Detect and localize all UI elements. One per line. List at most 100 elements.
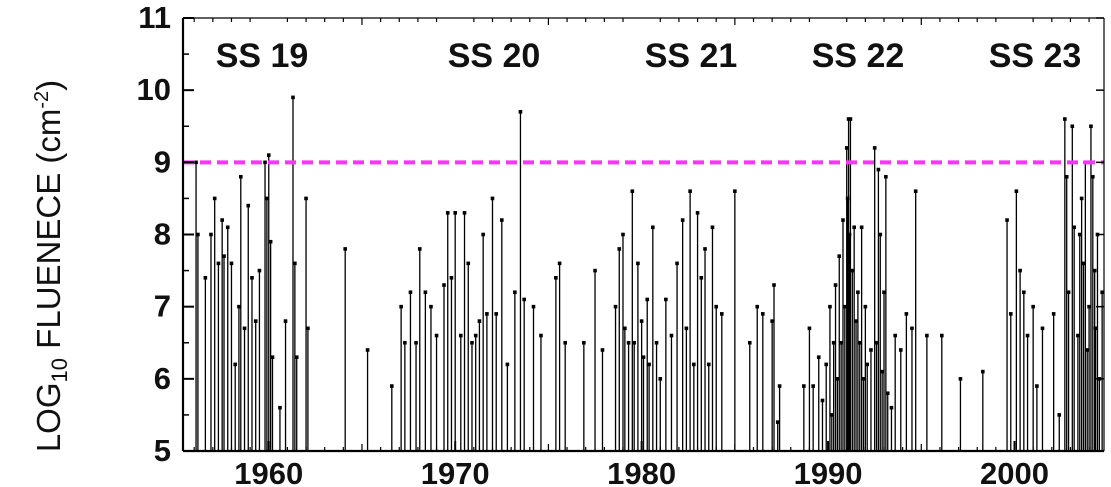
event-marker (563, 340, 567, 345)
event-marker (343, 247, 348, 251)
event-marker (531, 304, 536, 309)
event-marker (557, 261, 562, 266)
event-marker (539, 333, 543, 338)
event-marker (843, 304, 847, 309)
event-marker (714, 304, 719, 309)
y-tick-label: 11 (138, 0, 171, 35)
event-marker (1085, 348, 1090, 352)
event-marker (500, 218, 504, 222)
y-axis-title-sub: 10 (47, 358, 72, 382)
event-marker (417, 247, 422, 251)
x-tick-label: 1990 (794, 456, 863, 487)
event-marker (263, 160, 267, 165)
event-marker (494, 312, 499, 316)
event-marker (554, 276, 558, 280)
event-marker (246, 203, 251, 208)
event-marker (434, 333, 439, 338)
event-marker (876, 167, 881, 172)
event-marker (1051, 312, 1056, 316)
event-marker (613, 304, 618, 309)
event-marker (513, 290, 517, 295)
event-marker (856, 290, 860, 295)
x-tick-label: 1980 (607, 456, 676, 487)
x-tick-label: 1960 (234, 456, 303, 487)
cycle-label: SS 19 (216, 37, 309, 75)
event-marker (1076, 333, 1080, 338)
event-marker (910, 326, 914, 331)
event-marker (872, 146, 877, 150)
event-marker (775, 420, 780, 424)
event-marker (636, 261, 640, 266)
event-marker (270, 355, 275, 359)
event-marker (1025, 333, 1030, 338)
y-axis-title: LOG10 FLUENECE (cm-2) (30, 80, 72, 452)
event-marker (623, 326, 627, 331)
event-marker (229, 261, 234, 266)
y-tick-label: 6 (154, 361, 171, 396)
event-marker (593, 268, 597, 273)
event-marker (390, 384, 394, 388)
event-marker (522, 297, 526, 302)
event-marker (802, 384, 806, 388)
event-marker (1087, 304, 1091, 309)
event-marker (981, 369, 985, 374)
y-axis-title-exp: -2 (31, 91, 53, 109)
event-marker (458, 333, 463, 338)
event-marker (414, 340, 418, 345)
event-marker (242, 326, 247, 331)
event-marker (225, 225, 230, 230)
event-marker (889, 405, 894, 410)
event-marker (250, 276, 254, 280)
event-marker (1005, 218, 1009, 222)
event-marker (688, 189, 692, 193)
event-marker (824, 362, 829, 367)
y-tick-label: 10 (137, 72, 171, 107)
event-marker (850, 268, 855, 273)
y-axis-title-log: LOG (30, 382, 67, 452)
event-marker (878, 232, 883, 237)
event-marker (462, 211, 467, 215)
event-marker (220, 218, 224, 222)
event-marker (1031, 304, 1035, 309)
event-marker (196, 232, 200, 237)
event-marker (639, 319, 644, 323)
event-marker (1064, 174, 1069, 179)
event-marker (1018, 268, 1022, 273)
event-marker (847, 232, 852, 237)
event-marker (291, 95, 295, 100)
event-marker (664, 297, 668, 302)
event-marker (885, 391, 890, 396)
event-marker (820, 398, 825, 403)
event-marker (294, 355, 299, 359)
event-marker (846, 117, 851, 121)
event-marker (365, 348, 370, 352)
event-marker (658, 377, 663, 381)
y-tick-label: 5 (154, 433, 171, 468)
event-marker (1070, 124, 1075, 129)
event-marker (859, 225, 864, 230)
event-marker (233, 362, 238, 367)
event-marker (470, 340, 474, 345)
event-marker (237, 304, 241, 309)
event-marker (582, 340, 586, 345)
axes: 5 6 7 8 9 10 11 1960 1970 1980 1990 2000 (137, 0, 1105, 487)
event-marker (869, 348, 873, 352)
x-tick-label: 1970 (421, 456, 490, 487)
cycle-label: SS 21 (645, 37, 738, 75)
event-marker (403, 340, 407, 345)
event-marker (1092, 268, 1097, 273)
event-marker (293, 261, 297, 266)
cycle-label: SS 23 (989, 37, 1082, 75)
event-marker (845, 196, 850, 201)
event-marker (706, 362, 711, 367)
event-marker (844, 146, 849, 150)
y-tick-label: 8 (154, 217, 171, 252)
event-marker (669, 333, 674, 338)
event-marker (755, 304, 760, 309)
event-marker (857, 340, 862, 345)
event-marker (408, 290, 413, 295)
y-axis-title-close: ) (30, 80, 67, 91)
event-marker (399, 304, 403, 309)
event-marker (654, 340, 659, 345)
